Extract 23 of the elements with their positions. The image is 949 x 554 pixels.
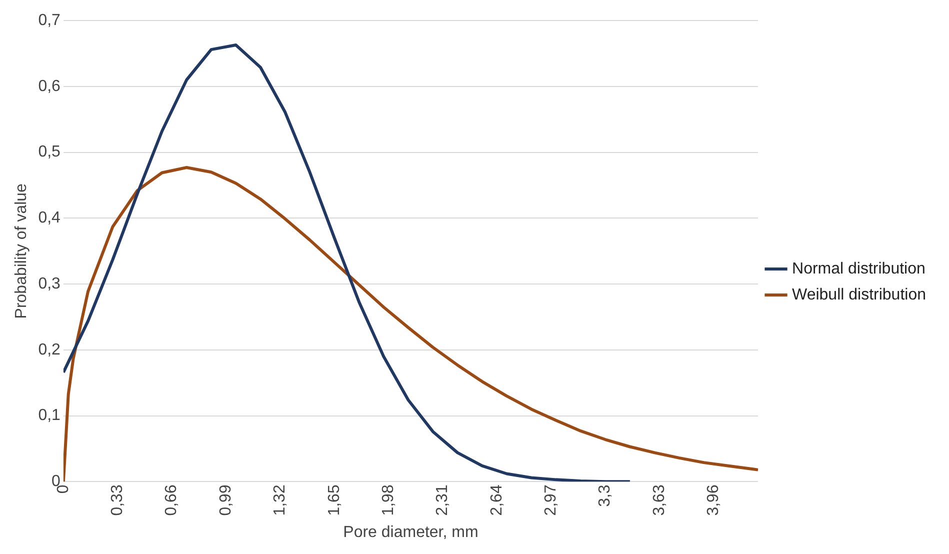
y-tick-label: 0,5	[38, 144, 61, 161]
x-tick-label: 2,97	[542, 484, 560, 516]
y-tick-label: 0,4	[38, 210, 61, 227]
x-tick-label: 0,33	[109, 484, 126, 516]
y-tick-label: 0,3	[38, 275, 61, 292]
legend-label: Normal distribution	[792, 260, 926, 278]
x-tick-label: 2,64	[488, 484, 506, 516]
x-tick-label: 3,63	[650, 484, 668, 516]
y-tick-label: 0,1	[38, 407, 61, 424]
x-tick-label: 0,99	[217, 484, 234, 516]
x-tick-label: 2,31	[434, 484, 452, 516]
x-axis-title: Pore diameter, mm	[343, 524, 478, 541]
y-tick-label: 0,2	[38, 341, 61, 358]
x-tick-label: 1,65	[326, 484, 343, 516]
x-tick-label: 3,96	[705, 484, 722, 516]
x-tick-label: 0,66	[163, 484, 180, 516]
y-tick-label: 0,7	[38, 12, 61, 30]
x-tick-label: 1,32	[272, 484, 289, 516]
x-tick-label: 3,3	[596, 484, 614, 507]
x-tick-label: 1,98	[380, 484, 397, 516]
y-tick-label: 0,6	[38, 78, 61, 95]
y-axis-title: Probability of value	[13, 183, 30, 319]
legend-label: Weibull distribution	[792, 286, 926, 304]
